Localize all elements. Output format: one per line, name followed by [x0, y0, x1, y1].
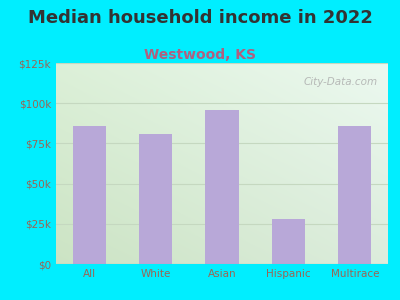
Bar — [272, 219, 305, 264]
Bar — [338, 126, 372, 264]
Text: Median household income in 2022: Median household income in 2022 — [28, 9, 372, 27]
Text: City-Data.com: City-Data.com — [304, 77, 378, 87]
Bar — [206, 110, 238, 264]
Bar — [139, 134, 172, 264]
Bar — [73, 126, 106, 264]
Text: Westwood, KS: Westwood, KS — [144, 48, 256, 62]
